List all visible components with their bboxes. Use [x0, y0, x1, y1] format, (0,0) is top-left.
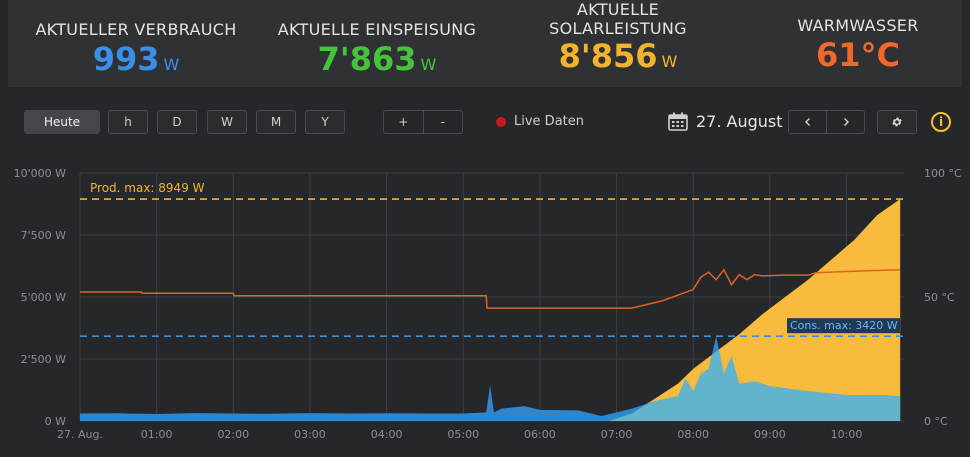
x-tick-label: 08:00 — [677, 428, 709, 441]
consumption-self-supplied-area — [80, 336, 901, 421]
production-max-label: Prod. max: 8949 W — [90, 181, 205, 195]
kpi-value-row: 8'856 W — [532, 38, 704, 80]
x-tick-label: 05:00 — [447, 428, 479, 441]
energy-chart: Prod. max: 8949 W Cons. max: 3420 W 10'00… — [14, 167, 962, 441]
zoom-out-button[interactable]: - — [422, 111, 463, 133]
y-left-tick-label: 10'000 W — [14, 167, 67, 180]
x-tick-label: 27. Aug. — [57, 428, 103, 441]
chart-axes: 10'000 W 7'500 W 5'000 W 2'500 W 0 W 100 °C 50… — [14, 167, 962, 441]
date-picker[interactable]: 27. August — [668, 112, 783, 131]
kpi-consumption: AKTUELLER VERBRAUCH 993 W — [32, 19, 240, 83]
info-icon[interactable]: i — [931, 112, 951, 132]
water-temperature-line — [80, 268, 901, 309]
settings-button[interactable] — [877, 110, 917, 134]
x-tick-label: 01:00 — [141, 428, 173, 441]
zoom-group: + - — [383, 110, 463, 134]
current-date: 27. August — [696, 112, 783, 131]
kpi-value: 8'856 — [558, 37, 658, 75]
period-day-button[interactable]: D — [157, 110, 197, 134]
y-right-tick-label: 50 °C — [924, 291, 955, 304]
x-tick-label: 09:00 — [754, 428, 786, 441]
x-tick-label: 02:00 — [217, 428, 249, 441]
kpi-label-line1: AKTUELLE — [576, 0, 660, 19]
next-day-button[interactable] — [826, 111, 864, 133]
kpi-value: 61°C — [815, 36, 900, 74]
chevron-left-icon — [804, 118, 810, 126]
kpi-unit: W — [661, 52, 678, 71]
x-tick-label: 06:00 — [524, 428, 556, 441]
y-left-tick-label: 2'500 W — [21, 353, 67, 366]
y-right-tick-label: 0 °C — [924, 415, 948, 428]
chart-lines — [80, 268, 901, 309]
gear-icon — [892, 117, 902, 127]
chart-areas — [80, 199, 901, 421]
period-month-button[interactable]: M — [256, 110, 296, 134]
live-data-toggle[interactable]: Live Daten — [496, 114, 584, 129]
x-tick-label: 10:00 — [831, 428, 863, 441]
kpi-unit: W — [420, 55, 437, 74]
y-left-tick-label: 0 W — [45, 415, 66, 428]
y-left-tick-label: 5'000 W — [21, 291, 67, 304]
period-year-button[interactable]: Y — [305, 110, 345, 134]
kpi-label: AKTUELLER VERBRAUCH — [35, 20, 237, 39]
previous-day-button[interactable] — [789, 111, 826, 133]
kpi-label: WARMWASSER — [797, 16, 919, 35]
period-hour-button[interactable]: h — [108, 110, 148, 134]
zoom-in-button[interactable]: + — [398, 115, 409, 129]
kpi-value-row: 7'863 W — [272, 41, 482, 83]
live-data-label: Live Daten — [514, 114, 584, 129]
kpi-unit: W — [163, 55, 180, 74]
kpi-label-line2: SOLARLEISTUNG — [549, 19, 687, 38]
kpi-feed-in: AKTUELLE EINSPEISUNG 7'863 W — [272, 19, 482, 83]
consumption-max-label: Cons. max: 3420 W — [790, 319, 898, 332]
kpi-header: AKTUELLER VERBRAUCH 993 W AKTUELLE EINSPE… — [8, 0, 962, 87]
kpi-label: AKTUELLE EINSPEISUNG — [277, 20, 477, 39]
kpi-value: 993 — [92, 40, 160, 78]
kpi-value: 7'863 — [317, 40, 417, 78]
period-today-button[interactable]: Heute — [24, 110, 100, 134]
consumption-max-label-bg — [787, 318, 900, 334]
x-tick-label: 07:00 — [601, 428, 633, 441]
chart-annotations: Prod. max: 8949 W Cons. max: 3420 W — [80, 181, 904, 337]
period-week-button[interactable]: W — [207, 110, 247, 134]
date-nav-group — [788, 110, 865, 134]
chevron-right-icon — [843, 118, 849, 126]
kpi-value-row: 993 W — [32, 41, 240, 83]
live-indicator-icon — [496, 116, 506, 127]
y-left-tick-label: 7'500 W — [21, 229, 67, 242]
kpi-solar-power: AKTUELLE SOLARLEISTUNG 8'856 W — [532, 0, 704, 80]
x-tick-label: 04:00 — [371, 428, 403, 441]
x-tick-label: 03:00 — [294, 428, 326, 441]
y-right-tick-label: 100 °C — [924, 167, 962, 180]
calendar-icon — [668, 112, 688, 131]
kpi-hot-water: WARMWASSER 61°C — [784, 15, 932, 73]
